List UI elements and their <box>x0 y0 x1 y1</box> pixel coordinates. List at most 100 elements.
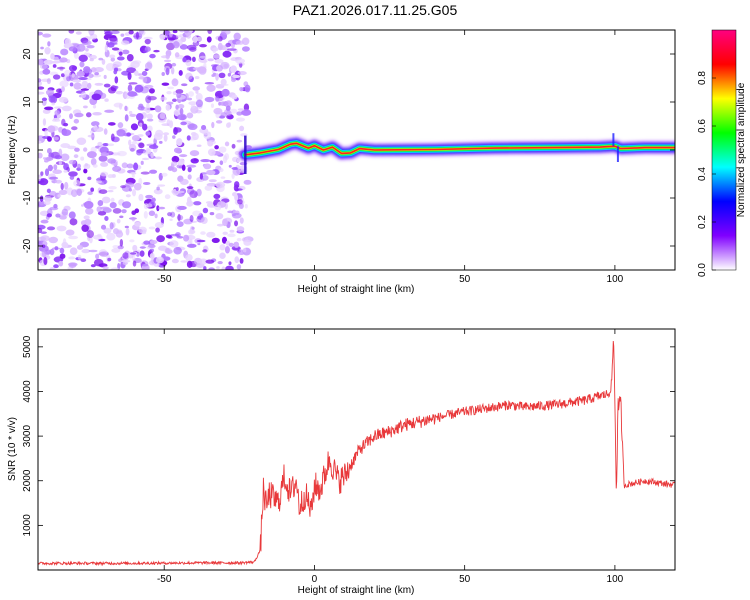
noise-blob <box>52 74 61 80</box>
noise-blob <box>76 244 84 250</box>
noise-blob <box>101 196 111 204</box>
noise-blob <box>40 219 49 224</box>
noise-blob <box>223 179 232 184</box>
noise-blob <box>83 215 90 220</box>
noise-blob <box>158 119 166 123</box>
noise-blob <box>45 156 54 161</box>
spectrogram-noise-region <box>38 30 254 270</box>
noise-blob <box>186 243 197 248</box>
noise-blob <box>121 49 130 55</box>
noise-blob <box>145 131 151 136</box>
noise-blob <box>168 120 174 128</box>
noise-blob <box>153 49 160 53</box>
noise-blob <box>74 112 84 118</box>
noise-blob <box>40 171 44 176</box>
spectrogram-y-label: Frequency (Hz) <box>7 116 18 185</box>
noise-blob <box>159 34 166 40</box>
noise-blob <box>63 169 68 173</box>
noise-blob <box>38 245 49 252</box>
noise-blob <box>146 118 154 122</box>
noise-blob <box>196 36 202 42</box>
noise-blob <box>231 212 242 219</box>
noise-blob <box>90 67 97 73</box>
noise-blob <box>102 143 109 147</box>
noise-blob <box>177 158 185 167</box>
noise-blob <box>235 58 246 64</box>
noise-blob <box>174 52 180 58</box>
noise-blob <box>132 244 138 252</box>
noise-blob <box>225 105 231 112</box>
noise-blob <box>69 175 75 180</box>
noise-blob <box>58 160 62 166</box>
noise-blob <box>213 107 223 115</box>
noise-blob <box>112 207 122 214</box>
noise-blob <box>61 129 72 136</box>
noise-blob <box>129 239 135 243</box>
noise-blob <box>88 249 98 253</box>
noise-blob <box>172 135 176 139</box>
noise-blob <box>185 59 192 67</box>
noise-blob <box>128 82 138 85</box>
noise-blob <box>228 242 234 248</box>
noise-blob <box>61 118 66 126</box>
noise-blob <box>138 30 144 35</box>
noise-blob <box>130 252 137 255</box>
noise-blob <box>166 101 174 105</box>
noise-blob <box>224 153 230 160</box>
noise-blob <box>195 90 199 94</box>
noise-blob <box>131 217 135 222</box>
noise-blob <box>87 134 95 138</box>
noise-blob <box>108 122 116 126</box>
noise-blob <box>41 250 47 258</box>
noise-blob <box>64 181 69 190</box>
noise-blob <box>141 231 147 235</box>
noise-blob <box>191 226 195 230</box>
noise-blob <box>108 185 117 190</box>
noise-blob <box>190 229 196 234</box>
noise-blob <box>49 267 56 270</box>
noise-blob <box>103 128 108 135</box>
noise-blob <box>213 193 221 199</box>
noise-blob <box>38 236 47 241</box>
noise-blob <box>186 260 193 268</box>
noise-blob <box>49 248 55 256</box>
noise-blob <box>153 262 160 267</box>
noise-blob <box>187 166 192 173</box>
noise-blob <box>38 227 43 234</box>
noise-blob <box>60 143 71 149</box>
noise-blob <box>225 110 232 116</box>
noise-blob <box>221 236 227 244</box>
noise-blob <box>181 83 188 87</box>
noise-blob <box>43 200 51 206</box>
noise-blob <box>80 88 89 91</box>
noise-blob <box>170 233 180 237</box>
noise-blob <box>140 171 150 175</box>
noise-blob <box>200 158 211 163</box>
noise-blob <box>71 126 78 131</box>
noise-blob <box>175 89 184 94</box>
noise-blob <box>158 206 166 210</box>
noise-blob <box>87 73 94 78</box>
noise-blob <box>155 256 165 264</box>
noise-blob <box>218 72 226 79</box>
noise-blob <box>125 194 131 198</box>
noise-blob <box>187 174 192 180</box>
noise-blob <box>244 203 248 209</box>
noise-blob <box>127 72 132 80</box>
y-tick-label: 5000 <box>22 335 33 358</box>
noise-blob <box>112 61 122 68</box>
noise-blob <box>155 227 160 233</box>
noise-blob <box>228 261 232 266</box>
noise-blob <box>54 246 59 251</box>
noise-blob <box>179 44 188 50</box>
noise-blob <box>97 211 107 216</box>
noise-blob <box>98 189 108 194</box>
x-tick-label: 50 <box>459 574 471 585</box>
noise-blob <box>124 105 128 111</box>
noise-blob <box>46 213 52 218</box>
noise-blob <box>239 217 244 224</box>
noise-blob <box>176 235 184 239</box>
y-tick-label: 0 <box>22 147 33 153</box>
noise-blob <box>109 201 117 209</box>
noise-blob <box>59 247 65 254</box>
